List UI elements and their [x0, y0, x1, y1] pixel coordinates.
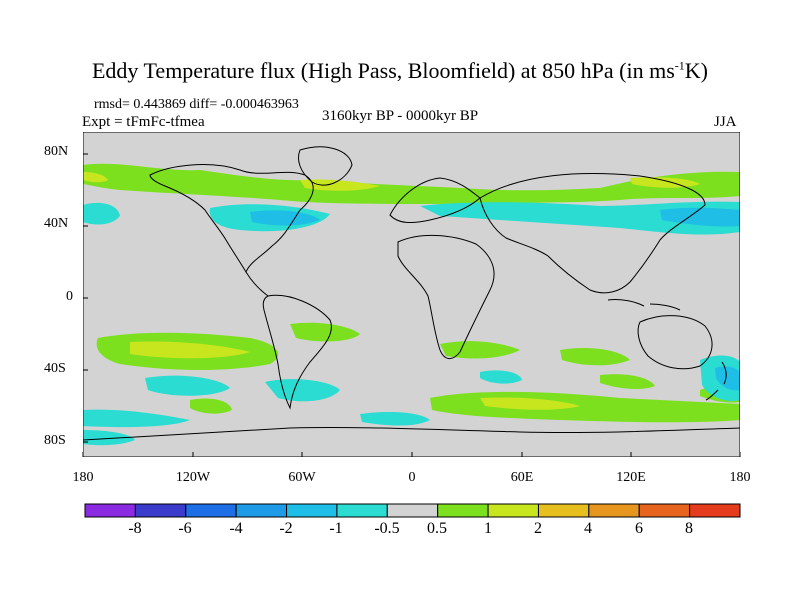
y-tick-label: 0 [66, 289, 73, 304]
y-tick-label: 80S [44, 433, 66, 448]
colorbar-label: -0.5 [374, 520, 400, 537]
colorbar-label: 4 [584, 520, 592, 537]
colorbar-label: -6 [178, 520, 192, 537]
colorbar-swatch [185, 503, 237, 518]
colorbar-swatch [437, 503, 489, 518]
x-tick-label: 0 [408, 470, 416, 485]
colorbar-swatch [336, 503, 388, 518]
x-tick-label: 180 [72, 470, 94, 485]
colorbar-label: -2 [279, 520, 293, 537]
colorbar-swatch [84, 503, 136, 518]
colorbar [84, 503, 741, 518]
colorbar-swatch [386, 503, 439, 518]
strong-negative-flux-regions [250, 207, 740, 391]
experiment-label: Expt = tFmFc-tfmea [82, 114, 205, 130]
period-label: 3160kyr BP - 0000kyr BP [322, 108, 479, 124]
axis-ticks [82, 153, 741, 457]
colorbar-swatch [134, 503, 187, 518]
x-tick-label: 180 [729, 470, 751, 485]
colorbar-label: -1 [329, 520, 343, 537]
colorbar-label: 2 [534, 520, 542, 537]
y-tick-label: 40S [44, 361, 66, 376]
colorbar-swatch [689, 503, 741, 518]
x-tick-label: 120W [175, 470, 211, 485]
colorbar-label: -4 [229, 520, 243, 537]
colorbar-swatch [588, 503, 640, 518]
y-tick-label: 80N [44, 144, 69, 159]
coastlines [83, 146, 740, 441]
x-tick-label: 60E [510, 470, 534, 485]
colorbar-swatch [638, 503, 691, 518]
colorbar-swatch [286, 503, 338, 518]
y-tick-label: 40N [44, 216, 69, 231]
season-label: JJA [714, 114, 737, 130]
colorbar-label: 0.5 [427, 520, 447, 537]
colorbar-label: 1 [484, 520, 492, 537]
x-tick-label: 120E [616, 470, 646, 485]
map-area [83, 132, 740, 457]
colorbar-swatch [235, 503, 288, 518]
colorbar-swatch [487, 503, 539, 518]
colorbar-swatch [537, 503, 590, 518]
colorbar-label: 6 [635, 520, 643, 537]
x-tick-label: 60W [288, 470, 316, 485]
plot-title: Eddy Temperature flux (High Pass, Bloomf… [91, 58, 708, 83]
stats-label: rmsd= 0.443869 diff= -0.000463963 [94, 97, 299, 112]
colorbar-label: 8 [685, 520, 693, 537]
colorbar-label: -8 [128, 520, 142, 537]
strong-positive-flux-regions [83, 172, 700, 410]
